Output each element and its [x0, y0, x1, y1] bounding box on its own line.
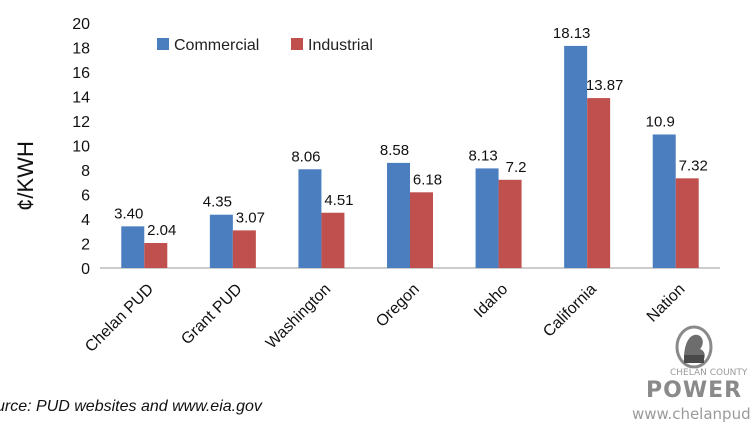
x-tick-label: Nation: [644, 281, 689, 326]
y-tick-label: 6: [81, 188, 90, 205]
bar-commercial: [121, 226, 145, 268]
y-tick-label: 20: [72, 16, 90, 33]
legend-label: Commercial: [174, 37, 259, 54]
legend-label: Industrial: [308, 37, 373, 54]
y-tick-label: 14: [72, 90, 90, 107]
bar-industrial: [232, 230, 256, 268]
data-label: 7.2: [506, 159, 527, 176]
bar-commercial: [209, 214, 233, 268]
y-tick-label: 4: [81, 212, 90, 229]
y-tick-label: 10: [72, 139, 90, 156]
x-axis: Chelan PUD Grant PUD Washington Oregon Idaho…: [82, 281, 688, 356]
data-label: 7.32: [679, 157, 708, 174]
bar-commercial: [475, 168, 499, 268]
logo-seal-icon: [675, 325, 713, 369]
x-tick-label: Washington: [263, 281, 334, 352]
data-label: 4.51: [324, 192, 353, 209]
bar-commercial: [652, 134, 676, 268]
bar-industrial: [675, 178, 699, 268]
y-tick-label: 8: [81, 163, 90, 180]
logo-county-text: CHELAN COUNTY: [670, 368, 748, 378]
bar-industrial: [321, 212, 345, 268]
logo-word: POWER: [646, 378, 743, 403]
data-label: 6.18: [413, 171, 442, 188]
x-tick-label: Oregon: [373, 281, 423, 331]
logo-url: www.chelanpud.org: [632, 405, 751, 423]
data-label: 2.04: [147, 222, 176, 239]
data-label: 10.9: [646, 113, 675, 130]
data-label: 18.13: [553, 25, 591, 42]
bar-commercial: [298, 169, 322, 268]
x-tick-label: Idaho: [471, 281, 511, 321]
legend-swatch: [291, 38, 303, 50]
bars: 3.402.04 4.353.07 8.06 4.51 8.586.18 8.13 7.2 1…: [114, 25, 708, 268]
x-tick-label: Grant PUD: [178, 281, 245, 348]
data-label: 13.87: [586, 77, 624, 94]
data-label: 8.58: [380, 142, 409, 159]
data-label: 8.06: [291, 148, 320, 165]
data-label: 8.13: [468, 147, 497, 164]
x-tick-label: California: [540, 281, 600, 341]
legend: Commercial Industrial: [157, 37, 373, 54]
legend-swatch: [157, 38, 169, 50]
chelan-pud-logo: CHELAN COUNTY POWER www.chelanpud.org: [632, 325, 751, 423]
bar-commercial: [564, 45, 588, 268]
data-label: 3.40: [114, 205, 143, 222]
y-tick-label: 18: [72, 41, 90, 58]
y-tick-label: 2: [81, 237, 90, 254]
x-tick-label: Chelan PUD: [82, 281, 157, 356]
y-axis-label: ¢/KWH: [13, 141, 38, 211]
bar-industrial: [410, 192, 433, 268]
bar-industrial: [144, 243, 168, 268]
y-tick-label: 0: [81, 261, 90, 278]
data-label: 4.35: [203, 194, 232, 211]
data-label: 3.07: [236, 209, 265, 226]
bar-industrial: [587, 98, 611, 268]
bar-commercial: [387, 162, 410, 268]
bar-industrial: [498, 179, 522, 268]
y-tick-label: 16: [72, 65, 90, 82]
source-note: urce: PUD websites and www.eia.gov: [0, 398, 262, 415]
y-tick-label: 12: [72, 114, 90, 131]
